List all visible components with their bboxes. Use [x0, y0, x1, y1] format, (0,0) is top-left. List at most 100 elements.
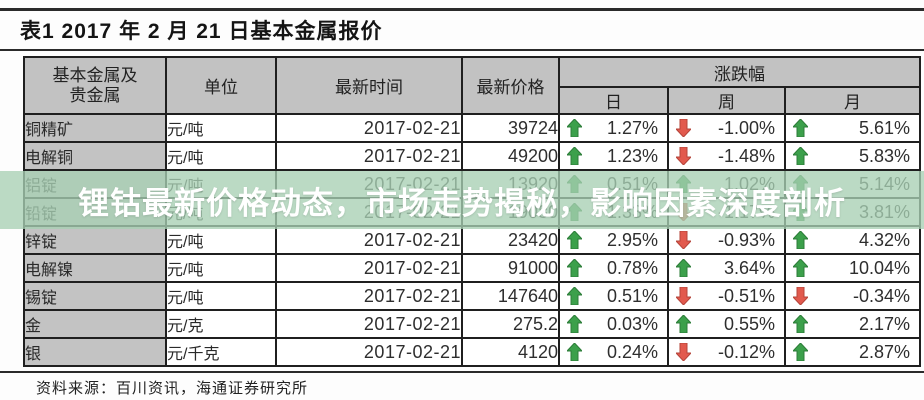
change-value: 2.95% [606, 229, 658, 250]
down-arrow-icon [676, 343, 691, 361]
week-change-cell: -0.51% [667, 281, 786, 311]
time-cell: 2017-02-21 [275, 309, 463, 339]
time-cell: 2017-02-21 [275, 337, 463, 367]
unit-cell: 元/吨 [165, 113, 277, 143]
col-header-change-group: 涨跌幅 [557, 56, 922, 88]
up-arrow-icon [793, 343, 808, 361]
down-arrow-icon [676, 119, 691, 137]
day-change-cell: 0.51% [558, 281, 669, 311]
time-cell: 2017-02-21 [275, 141, 463, 171]
change-value: 2.87% [858, 341, 911, 362]
change-value: 5.83% [858, 145, 911, 166]
week-change-cell: 3.64% [667, 253, 786, 283]
day-change-cell: 0.03% [558, 309, 669, 339]
change-value: 10.04% [848, 257, 911, 278]
change-value-wrap: -1.00% [670, 118, 783, 139]
up-arrow-icon [567, 231, 582, 249]
change-value-wrap: 0.51% [561, 285, 666, 307]
change-value-wrap: 0.24% [561, 341, 666, 363]
change-value: 5.61% [858, 117, 911, 138]
change-value: 1.27% [606, 117, 658, 138]
up-arrow-icon [676, 259, 691, 277]
up-arrow-icon [793, 147, 808, 165]
metal-name-cell: 银 [23, 337, 167, 367]
col-header-time: 最新时间 [275, 56, 463, 115]
day-change-cell: 0.78% [558, 253, 669, 283]
unit-cell: 元/吨 [165, 281, 277, 311]
unit-cell: 元/吨 [165, 225, 277, 255]
time-cell: 2017-02-21 [275, 113, 463, 143]
top-divider [0, 8, 924, 11]
week-change-cell: 0.55% [667, 309, 786, 339]
change-value: 1.23% [606, 145, 658, 166]
month-change-cell: 5.83% [783, 141, 922, 171]
day-change-cell: 1.23% [558, 141, 669, 171]
change-value: 4.32% [858, 229, 911, 250]
change-value-wrap: -0.34% [787, 286, 918, 307]
time-cell: 2017-02-21 [275, 253, 463, 283]
up-arrow-icon [567, 259, 582, 277]
table-row: 银元/千克 2017-02-21 4120 0.24% -0.12% 2.87% [23, 337, 922, 367]
down-arrow-icon [676, 231, 691, 249]
change-value-wrap: 10.04% [787, 257, 918, 279]
down-arrow-icon [676, 147, 691, 165]
unit-cell: 元/千克 [165, 337, 277, 367]
up-arrow-icon [567, 343, 582, 361]
metal-name-cell: 锌锭 [23, 225, 167, 255]
month-change-cell: -0.34% [783, 281, 922, 311]
watermark-text: 锂钴最新价格动态，市场走势揭秘，影响因素深度剖析 [78, 185, 846, 221]
table-row: 铜精矿 元/吨 2017-02-21 39724 1.27% -1.00% 5.61% [23, 113, 922, 143]
table-row: 锌锭 元/吨 2017-02-21 23420 2.95% -0.93% 4.32% [23, 225, 922, 255]
change-value: 0.51% [606, 285, 658, 306]
day-change-cell: 0.24% [558, 337, 669, 367]
change-value: 0.78% [606, 257, 658, 278]
price-cell: 39724 [461, 113, 560, 143]
change-value: -0.51% [717, 285, 775, 306]
up-arrow-icon [793, 231, 808, 249]
title-divider [0, 49, 924, 51]
table-row: 电解铜 元/吨 2017-02-21 49200 1.23% -1.48% 5.83% [23, 141, 922, 171]
col-header-week: 周 [667, 86, 786, 115]
week-change-cell: -0.93% [667, 225, 786, 255]
change-value-wrap: 2.87% [787, 341, 918, 363]
up-arrow-icon [567, 287, 582, 305]
change-value-wrap: -0.12% [670, 341, 783, 363]
change-value: 0.24% [606, 341, 658, 362]
change-value: -0.12% [717, 341, 775, 362]
change-value-wrap: 3.64% [670, 257, 783, 279]
time-cell: 2017-02-21 [275, 225, 463, 255]
unit-cell: 元/吨 [165, 253, 277, 283]
week-change-cell: -0.12% [667, 337, 786, 367]
down-arrow-icon [793, 287, 808, 305]
change-value: -1.48% [717, 145, 775, 166]
change-value: 0.55% [723, 313, 775, 334]
time-cell: 2017-02-21 [275, 281, 463, 311]
month-change-cell: 2.17% [783, 309, 922, 339]
change-value: 0.03% [606, 313, 658, 334]
change-value-wrap: 4.32% [787, 229, 918, 251]
change-value-wrap: 2.17% [787, 314, 918, 335]
footer-divider [0, 371, 924, 373]
table-row: 锡锭 元/吨 2017-02-21 147640 0.51% -0.51% -0.34% [23, 281, 922, 311]
up-arrow-icon [793, 315, 808, 333]
price-cell: 4120 [461, 337, 560, 367]
watermark-overlay: 锂钴最新价格动态，市场走势揭秘，影响因素深度剖析 [0, 171, 924, 229]
up-arrow-icon [567, 147, 582, 165]
price-cell: 49200 [461, 141, 560, 171]
change-value-wrap: 0.78% [561, 257, 666, 279]
col-header-day: 日 [558, 86, 669, 115]
change-value: 3.64% [723, 257, 775, 278]
down-arrow-icon [676, 287, 691, 305]
month-change-cell: 10.04% [783, 253, 922, 283]
price-cell: 147640 [461, 281, 560, 311]
col-header-unit: 单位 [165, 56, 277, 115]
page-title: 表1 2017 年 2 月 21 日基本金属报价 [20, 20, 383, 43]
price-cell: 275.2 [461, 309, 560, 339]
change-value-wrap: 2.95% [561, 229, 666, 251]
change-value-wrap: 0.55% [670, 313, 783, 335]
up-arrow-icon [567, 315, 582, 333]
change-value-wrap: 5.61% [787, 117, 918, 139]
metal-name-cell: 电解铜 [23, 141, 167, 171]
price-cell: 23420 [461, 225, 560, 255]
day-change-cell: 1.27% [558, 113, 669, 143]
